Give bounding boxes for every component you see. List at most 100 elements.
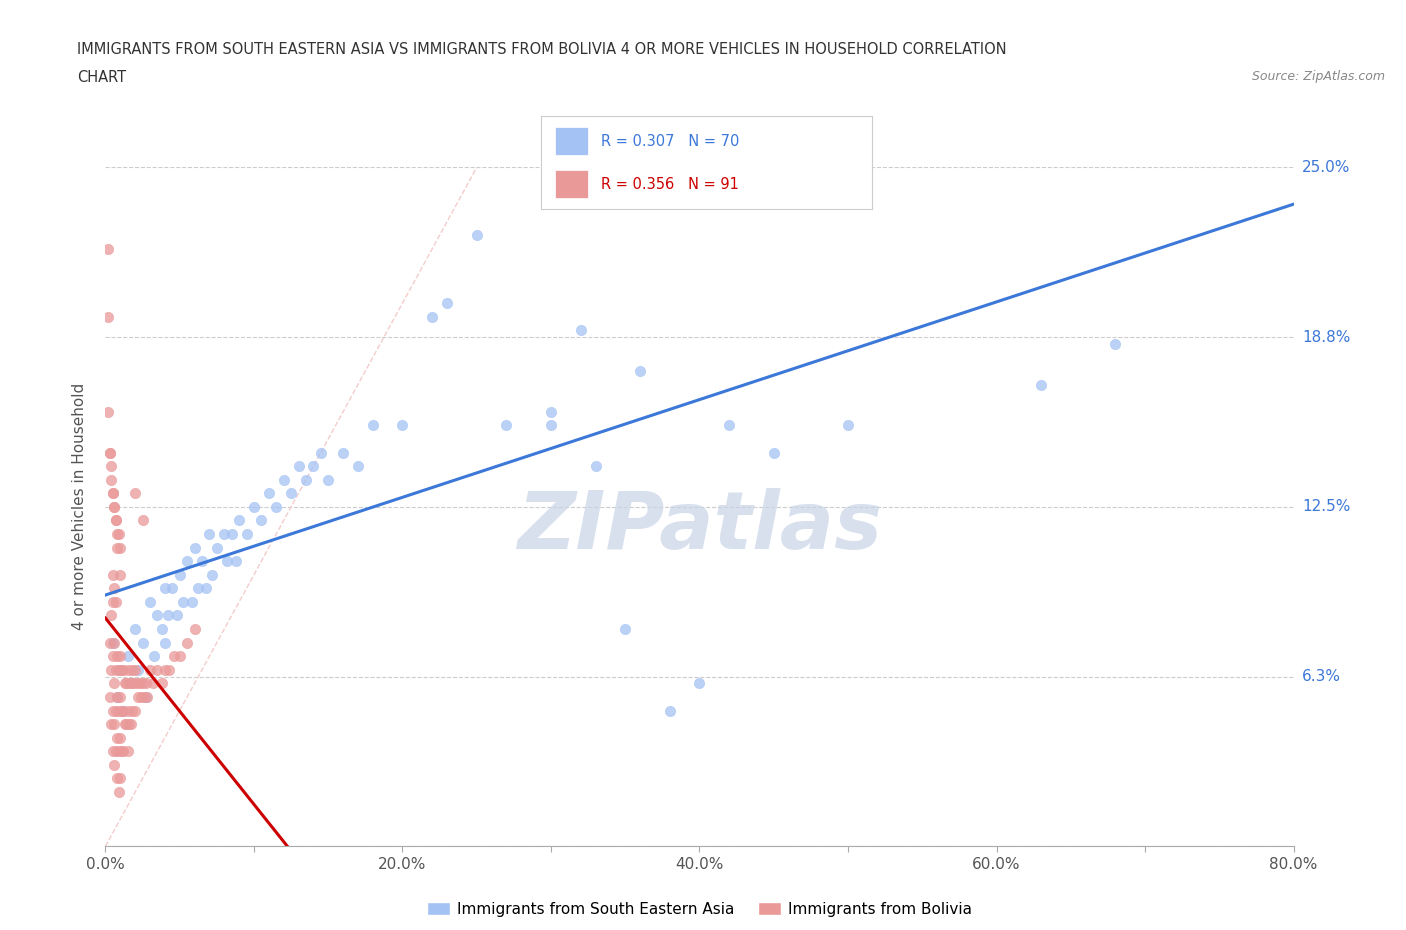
Point (124, 621, 146, 636)
Point (110, 730, 132, 745)
Point (117, 703, 139, 718)
Point (105, 689, 128, 704)
Point (198, 526, 221, 541)
Point (273, 472, 295, 487)
Point (129, 689, 152, 704)
Text: R = 0.356   N = 91: R = 0.356 N = 91 (600, 177, 738, 192)
Point (146, 608, 169, 623)
Text: 18.8%: 18.8% (1302, 329, 1350, 345)
Point (128, 676, 150, 691)
Point (103, 499, 125, 514)
Point (250, 513, 273, 528)
Point (156, 608, 179, 623)
Point (183, 540, 205, 555)
Point (316, 472, 339, 487)
Text: 6.3%: 6.3% (1302, 669, 1341, 684)
Point (110, 771, 132, 786)
Point (121, 662, 143, 677)
Point (112, 703, 135, 718)
Point (101, 744, 124, 759)
Point (585, 458, 607, 473)
FancyBboxPatch shape (554, 127, 588, 155)
Point (243, 499, 266, 514)
Point (97, 310, 120, 325)
Point (127, 689, 149, 704)
Point (104, 703, 127, 718)
Point (228, 513, 250, 528)
Point (97, 405, 120, 419)
Point (103, 676, 125, 691)
Point (112, 744, 135, 759)
Point (309, 445, 332, 460)
Point (131, 676, 153, 691)
Point (762, 445, 785, 460)
Point (172, 594, 194, 609)
Point (295, 472, 318, 487)
Point (162, 581, 184, 596)
Point (205, 540, 228, 555)
Point (264, 499, 287, 514)
Point (287, 458, 309, 473)
Point (112, 703, 135, 718)
FancyBboxPatch shape (554, 170, 588, 198)
Point (110, 649, 132, 664)
Point (166, 608, 188, 623)
Point (111, 744, 134, 759)
Point (101, 594, 124, 609)
Point (569, 323, 592, 338)
Point (120, 676, 142, 691)
Point (225, 553, 247, 568)
Point (132, 689, 155, 704)
Point (100, 608, 122, 623)
Point (117, 662, 139, 677)
Point (100, 472, 122, 487)
Point (103, 499, 125, 514)
Point (105, 730, 128, 745)
Point (108, 662, 131, 677)
Point (101, 649, 124, 664)
Point (103, 581, 125, 596)
Point (135, 676, 157, 691)
Point (495, 92, 517, 107)
Point (176, 635, 198, 650)
Point (103, 757, 125, 772)
Point (103, 717, 125, 732)
Point (139, 662, 162, 677)
Point (98, 445, 121, 460)
Point (110, 662, 132, 677)
Point (108, 785, 131, 800)
Point (115, 676, 138, 691)
Point (628, 364, 651, 379)
Point (1029, 378, 1052, 392)
Point (124, 703, 146, 718)
Point (105, 689, 128, 704)
Point (195, 581, 218, 596)
Point (280, 485, 302, 500)
Point (118, 676, 141, 691)
Point (105, 649, 128, 664)
Point (510, 65, 533, 80)
Point (111, 703, 134, 718)
Point (465, 228, 488, 243)
Text: ZIPatlas: ZIPatlas (517, 488, 882, 566)
Point (540, 405, 562, 419)
Text: 12.5%: 12.5% (1302, 499, 1350, 514)
Point (105, 771, 128, 786)
Point (98, 635, 121, 650)
Point (150, 621, 173, 636)
Point (122, 676, 145, 691)
Point (658, 703, 681, 718)
Point (146, 662, 169, 677)
Point (689, 676, 711, 691)
Point (121, 703, 143, 718)
Point (221, 526, 243, 541)
Point (101, 485, 124, 500)
Point (136, 689, 159, 704)
Point (257, 485, 280, 500)
Point (139, 594, 162, 609)
Point (100, 717, 122, 732)
Point (108, 526, 131, 541)
Point (131, 635, 153, 650)
Point (837, 418, 859, 432)
Point (127, 662, 149, 677)
